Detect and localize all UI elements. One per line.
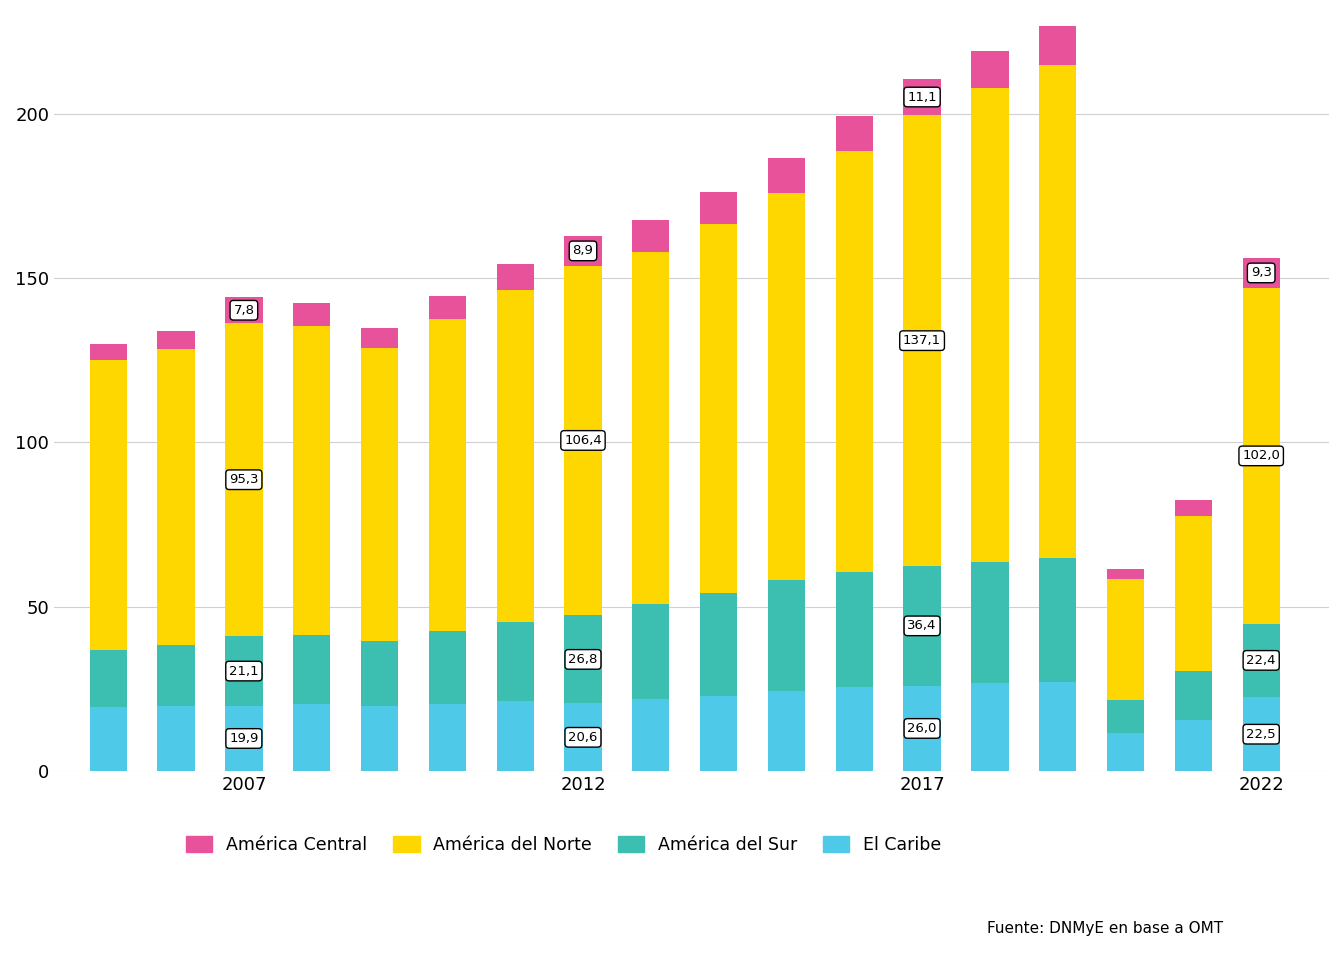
- Bar: [90, 344, 126, 360]
- Bar: [903, 115, 941, 566]
- Text: 26,8: 26,8: [569, 653, 598, 666]
- Bar: [362, 640, 398, 707]
- Text: 21,1: 21,1: [228, 664, 258, 678]
- Bar: [767, 158, 805, 193]
- Bar: [429, 632, 466, 704]
- Bar: [429, 319, 466, 632]
- Bar: [226, 298, 262, 324]
- Bar: [564, 704, 602, 771]
- Bar: [293, 636, 331, 705]
- Text: 22,4: 22,4: [1246, 654, 1275, 667]
- Bar: [1107, 733, 1144, 771]
- Text: 102,0: 102,0: [1242, 449, 1279, 463]
- Bar: [157, 349, 195, 645]
- Bar: [362, 707, 398, 771]
- Bar: [700, 192, 738, 225]
- Bar: [903, 566, 941, 685]
- Bar: [157, 645, 195, 707]
- Text: 7,8: 7,8: [234, 303, 254, 317]
- Bar: [767, 690, 805, 771]
- Text: 19,9: 19,9: [230, 732, 258, 745]
- Text: 95,3: 95,3: [228, 473, 258, 486]
- Text: 11,1: 11,1: [907, 90, 937, 104]
- Bar: [1243, 288, 1279, 624]
- Bar: [632, 252, 669, 604]
- Bar: [632, 699, 669, 771]
- Bar: [90, 708, 126, 771]
- Text: 9,3: 9,3: [1251, 267, 1271, 279]
- Bar: [429, 296, 466, 319]
- Text: 106,4: 106,4: [564, 434, 602, 447]
- Bar: [1175, 500, 1212, 516]
- Bar: [1175, 720, 1212, 771]
- Bar: [564, 615, 602, 704]
- Bar: [632, 221, 669, 252]
- Bar: [836, 152, 872, 572]
- Bar: [1243, 624, 1279, 697]
- Bar: [700, 225, 738, 592]
- Bar: [767, 581, 805, 690]
- Bar: [1039, 26, 1077, 65]
- Bar: [226, 706, 262, 771]
- Text: 22,5: 22,5: [1246, 728, 1275, 741]
- Bar: [496, 622, 534, 701]
- Bar: [496, 290, 534, 622]
- Bar: [429, 704, 466, 771]
- Bar: [972, 562, 1008, 684]
- Text: 20,6: 20,6: [569, 731, 598, 744]
- Bar: [1175, 516, 1212, 671]
- Bar: [1107, 579, 1144, 701]
- Bar: [1175, 671, 1212, 720]
- Bar: [972, 684, 1008, 771]
- Bar: [903, 685, 941, 771]
- Bar: [972, 51, 1008, 88]
- Bar: [90, 360, 126, 650]
- Bar: [293, 326, 331, 636]
- Bar: [226, 324, 262, 636]
- Bar: [1039, 682, 1077, 771]
- Bar: [1039, 559, 1077, 682]
- Text: 36,4: 36,4: [907, 619, 937, 633]
- Bar: [1107, 701, 1144, 733]
- Bar: [362, 348, 398, 640]
- Bar: [362, 328, 398, 348]
- Bar: [836, 116, 872, 152]
- Bar: [1243, 257, 1279, 288]
- Bar: [293, 302, 331, 326]
- Bar: [767, 193, 805, 581]
- Bar: [226, 636, 262, 706]
- Bar: [972, 88, 1008, 562]
- Bar: [564, 266, 602, 615]
- Bar: [836, 687, 872, 771]
- Bar: [90, 650, 126, 708]
- Bar: [1107, 569, 1144, 579]
- Text: 8,9: 8,9: [573, 245, 594, 257]
- Bar: [836, 572, 872, 687]
- Bar: [157, 707, 195, 771]
- Bar: [496, 701, 534, 771]
- Bar: [1039, 65, 1077, 559]
- Bar: [157, 331, 195, 349]
- Text: Fuente: DNMyE en base a OMT: Fuente: DNMyE en base a OMT: [986, 921, 1223, 936]
- Bar: [632, 604, 669, 699]
- Bar: [903, 79, 941, 115]
- Bar: [700, 696, 738, 771]
- Bar: [496, 264, 534, 290]
- Bar: [293, 705, 331, 771]
- Legend: América Central, América del Norte, América del Sur, El Caribe: América Central, América del Norte, Amér…: [180, 828, 949, 861]
- Text: 137,1: 137,1: [903, 334, 941, 348]
- Bar: [700, 592, 738, 696]
- Bar: [1243, 697, 1279, 771]
- Bar: [564, 236, 602, 266]
- Text: 26,0: 26,0: [907, 722, 937, 735]
